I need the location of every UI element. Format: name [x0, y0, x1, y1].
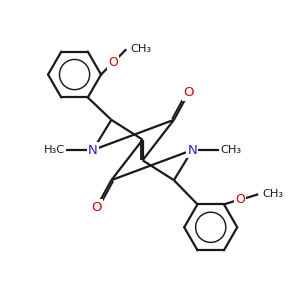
- Text: N: N: [88, 143, 98, 157]
- Text: O: O: [108, 56, 118, 69]
- Text: CH₃: CH₃: [262, 189, 284, 199]
- Text: O: O: [92, 200, 102, 214]
- Text: CH₃: CH₃: [131, 44, 152, 54]
- Text: H₃C: H₃C: [44, 145, 64, 155]
- Text: N: N: [188, 143, 197, 157]
- Text: CH₃: CH₃: [221, 145, 242, 155]
- Text: O: O: [235, 193, 245, 206]
- Text: O: O: [183, 86, 194, 100]
